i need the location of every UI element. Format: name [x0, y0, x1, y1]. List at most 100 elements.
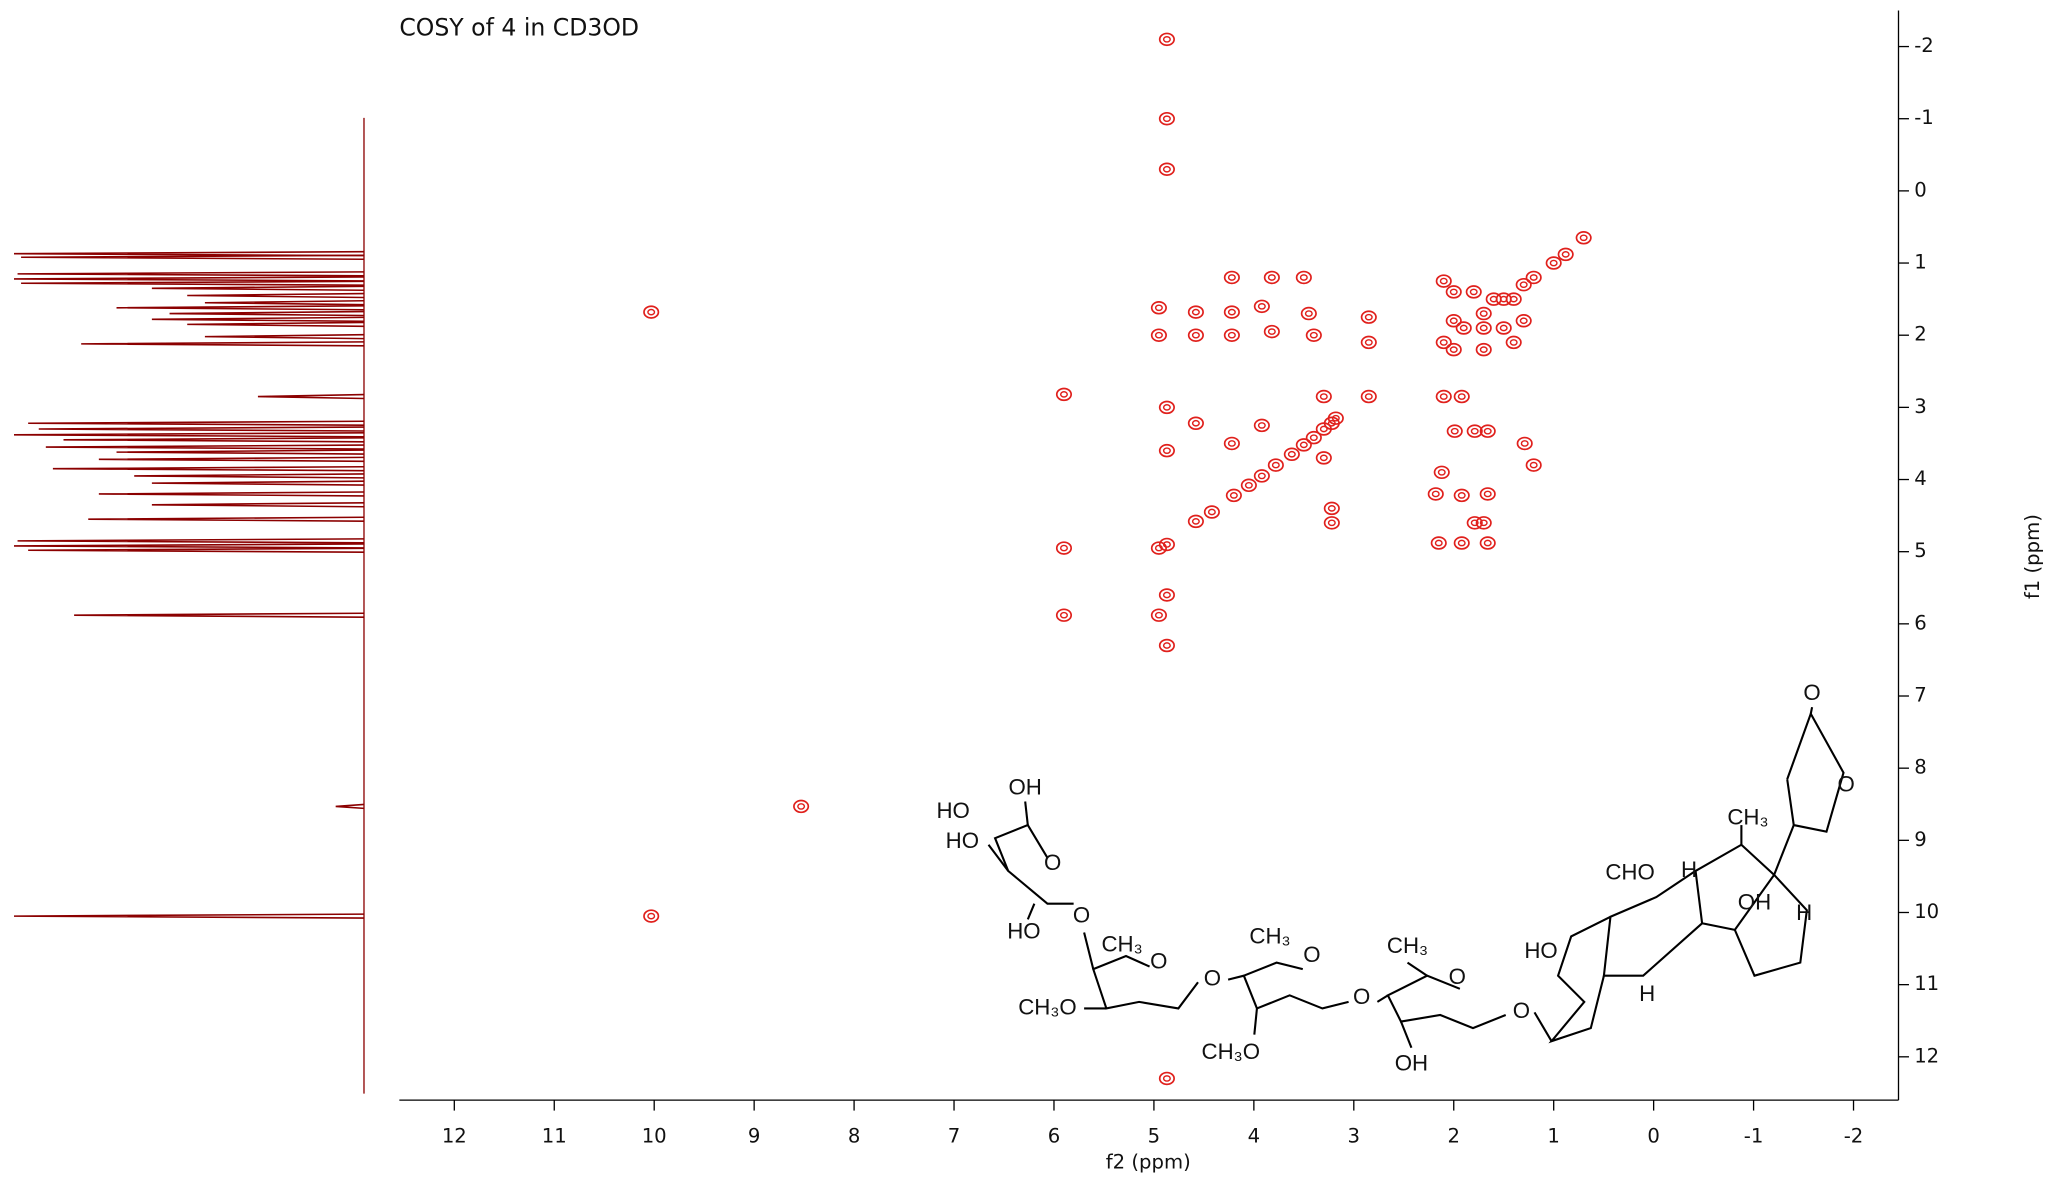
contour-inner [1162, 404, 1171, 411]
atom-label: CH₃ [1387, 933, 1428, 958]
contour-outer [1158, 32, 1175, 47]
cross-peak [1475, 342, 1492, 357]
contour-inner [1479, 310, 1488, 317]
cross-peak [1305, 430, 1322, 445]
contour-inner [1162, 591, 1171, 599]
contour-outer [1263, 270, 1280, 285]
cross-peak [1466, 424, 1483, 438]
atom-label: O [1073, 903, 1090, 928]
bond [1694, 843, 1775, 932]
contour-inner [1364, 393, 1373, 400]
cross-peak [1223, 270, 1240, 285]
bond [1399, 1021, 1413, 1049]
contour-outer [1150, 608, 1167, 622]
atom-label: O [1803, 680, 1820, 705]
atom-label: CH₃O [1018, 994, 1077, 1019]
y-tick-label: 4 [1914, 467, 1926, 490]
contour-inner [1319, 425, 1328, 433]
contour-inner [1489, 295, 1498, 303]
cross-peak [1435, 335, 1452, 350]
contour-inner [1154, 304, 1163, 312]
y-tick-label: -1 [1914, 106, 1934, 129]
contour-outer [1305, 328, 1322, 342]
contour-outer [1158, 111, 1175, 126]
contour-inner [1529, 461, 1538, 469]
cross-peak [1360, 310, 1377, 324]
contour-outer [1445, 314, 1462, 328]
projection-peak [38, 426, 364, 432]
contour-inner [1227, 331, 1236, 339]
projection-peak [204, 299, 364, 306]
chemical-structure: O O CH₃ OH H CHO H HO H O CH₃ O O OH CH₃… [936, 680, 1854, 1076]
cross-peak [1466, 516, 1483, 530]
contour-outer [1283, 447, 1300, 462]
contour-inner [1244, 481, 1253, 489]
cross-peak [1158, 400, 1175, 415]
cross-peak [1360, 335, 1377, 350]
contour-inner [1227, 440, 1236, 447]
contour-outer [643, 305, 660, 319]
contour-outer [1223, 436, 1240, 451]
contour-inner [1271, 461, 1280, 469]
contour-outer [1187, 416, 1204, 430]
contour-inner [1520, 440, 1529, 447]
bond [1253, 1008, 1258, 1035]
y-tick-label: 10 [1914, 900, 1939, 923]
contour-outer [1475, 321, 1492, 335]
contour-outer [1557, 247, 1574, 262]
atom-label: CH₃ [1249, 924, 1290, 949]
contour-inner [1499, 324, 1508, 332]
contour-outer [1150, 541, 1167, 555]
contour-outer [1475, 342, 1492, 357]
bond [1024, 801, 1029, 826]
cross-peak [1516, 436, 1533, 451]
contour-inner [1549, 259, 1558, 267]
contour-outer [1158, 638, 1175, 653]
x-tick-label: 2 [1448, 1124, 1460, 1147]
projection-peak [14, 913, 364, 919]
contour-outer [643, 909, 660, 923]
y-tick-label: 12 [1914, 1044, 1939, 1067]
cross-peak [1475, 306, 1492, 321]
projection-peak [98, 456, 364, 463]
contour-outer [1453, 488, 1470, 503]
cross-peak [1465, 285, 1482, 299]
cross-peak [1223, 328, 1240, 342]
projection-peak [17, 538, 364, 544]
contour-inner [1529, 274, 1538, 281]
contour-inner [1437, 468, 1446, 476]
contour-inner [1229, 492, 1238, 499]
contour-inner [1059, 391, 1068, 398]
contour-inner [1483, 539, 1492, 547]
contour-outer [1430, 536, 1447, 550]
atom-label: O [1837, 772, 1854, 797]
cross-peak [1158, 162, 1175, 176]
contour-inner [1450, 427, 1459, 435]
contour-outer [1253, 469, 1270, 483]
contour-outer [1360, 310, 1377, 324]
contour-outer [1505, 335, 1522, 350]
contour-outer [1295, 270, 1312, 285]
cross-peak [793, 799, 810, 814]
atom-label: HO [1007, 918, 1040, 943]
bond [1773, 824, 1795, 876]
contour-outer [1253, 299, 1270, 314]
contour-inner [1479, 346, 1488, 353]
contour-inner [1439, 277, 1448, 285]
cross-peak [1475, 516, 1492, 530]
contour-inner [1162, 447, 1171, 455]
cross-peak [1525, 270, 1542, 285]
contour-inner [1257, 472, 1266, 480]
cross-peak [1253, 418, 1270, 433]
projection-peak [21, 254, 364, 261]
cross-peak [1223, 305, 1240, 319]
x-tick-label: 6 [1048, 1124, 1060, 1147]
contour-inner [1479, 324, 1488, 332]
cross-peak [1495, 321, 1512, 335]
atom-label: HO [946, 828, 979, 853]
cross-peak [1055, 608, 1073, 622]
contour-outer [1475, 516, 1492, 530]
y-tick-label: -2 [1914, 34, 1934, 57]
atom-label: O [1513, 998, 1530, 1023]
contour-inner [1483, 427, 1492, 435]
